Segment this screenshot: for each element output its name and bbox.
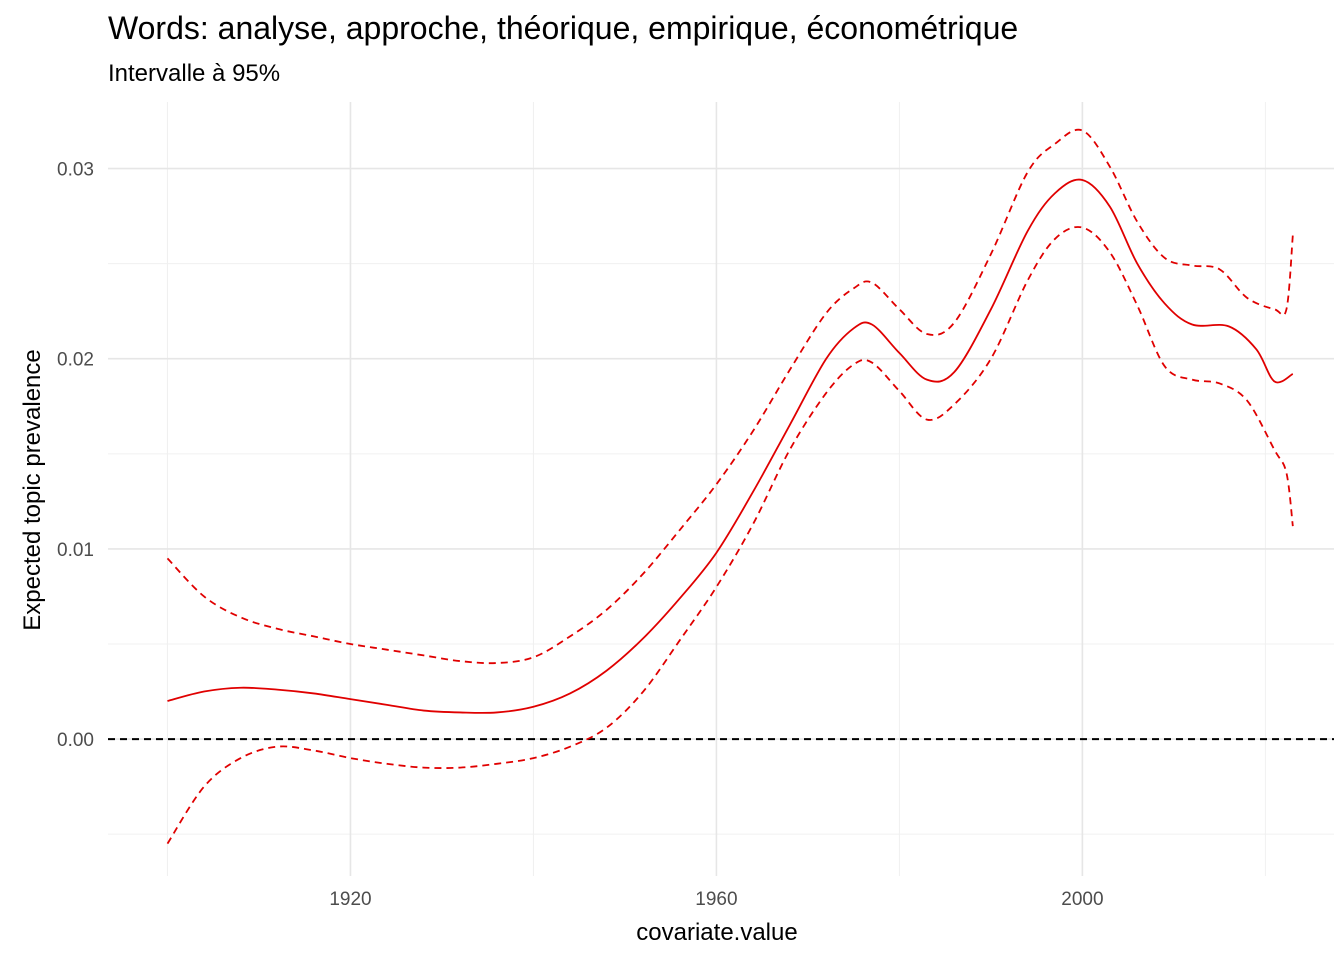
chart-subtitle: Intervalle à 95% <box>108 60 281 87</box>
y-axis-ticks: 0.00 0.01 0.02 0.03 <box>57 160 94 752</box>
lower-ci-line <box>166 226 1294 845</box>
y-tick-label: 0.03 <box>57 160 94 181</box>
y-tick-label: 0.00 <box>57 730 94 751</box>
upper-ci-line <box>166 128 1294 665</box>
y-tick-label: 0.01 <box>57 540 94 561</box>
x-axis-title: covariate.value <box>636 919 797 946</box>
minor-gridlines <box>108 102 1334 876</box>
chart-title: Words: analyse, approche, théorique, emp… <box>108 10 1019 46</box>
x-axis-ticks: 1920 1960 2000 <box>329 889 1103 910</box>
y-tick-label: 0.02 <box>57 350 94 371</box>
x-tick-label: 1960 <box>695 889 737 910</box>
x-tick-label: 2000 <box>1061 889 1103 910</box>
x-tick-label: 1920 <box>329 889 371 910</box>
y-axis-title: Expected topic prevalence <box>19 349 46 631</box>
series-layer <box>166 128 1294 845</box>
major-gridlines <box>108 102 1334 876</box>
estimate-line <box>167 178 1294 714</box>
